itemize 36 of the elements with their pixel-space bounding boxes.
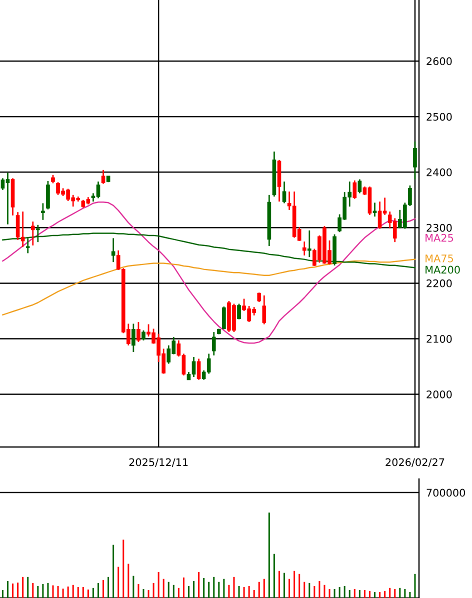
candlestick [302, 240, 306, 256]
candlestick [111, 238, 116, 263]
line-series [2, 201, 416, 344]
candlestick [196, 358, 201, 381]
candlestick [372, 202, 377, 218]
candlestick [307, 230, 312, 258]
candlestick [142, 330, 146, 342]
candlestick [282, 180, 286, 204]
candlestick [222, 306, 226, 330]
y-tick-label: 2200 [426, 279, 452, 288]
x-tick-label: 2026/02/27 [386, 458, 444, 467]
candlestick [262, 294, 266, 325]
candlestick [30, 220, 35, 246]
candlestick [46, 180, 50, 210]
y-tick-label: 2400 [426, 168, 452, 176]
candlestick [212, 331, 216, 356]
y-tick-label: 2500 [426, 112, 452, 121]
candlestick [101, 169, 106, 184]
series-label: MA75 [426, 254, 454, 262]
candlestick [132, 323, 136, 353]
candlestick [413, 140, 417, 180]
y-tick-label: 2300 [426, 224, 452, 232]
y-tick-label: 2600 [426, 57, 452, 66]
candlestick [41, 202, 45, 221]
series-label: MA25 [426, 234, 454, 242]
x-tick-label: 2025/12/11 [129, 458, 188, 467]
y-tick-label: 700000 [426, 488, 466, 497]
y-tick-label: 2100 [426, 334, 452, 343]
y-tick-label: 2000 [426, 390, 452, 398]
candlestick [358, 178, 362, 194]
candlestick [237, 303, 241, 320]
candlestick [352, 180, 357, 200]
series-label: MA200 [426, 266, 460, 274]
candlestick [26, 238, 30, 254]
candlestick [136, 321, 140, 343]
candlestick [257, 292, 262, 303]
